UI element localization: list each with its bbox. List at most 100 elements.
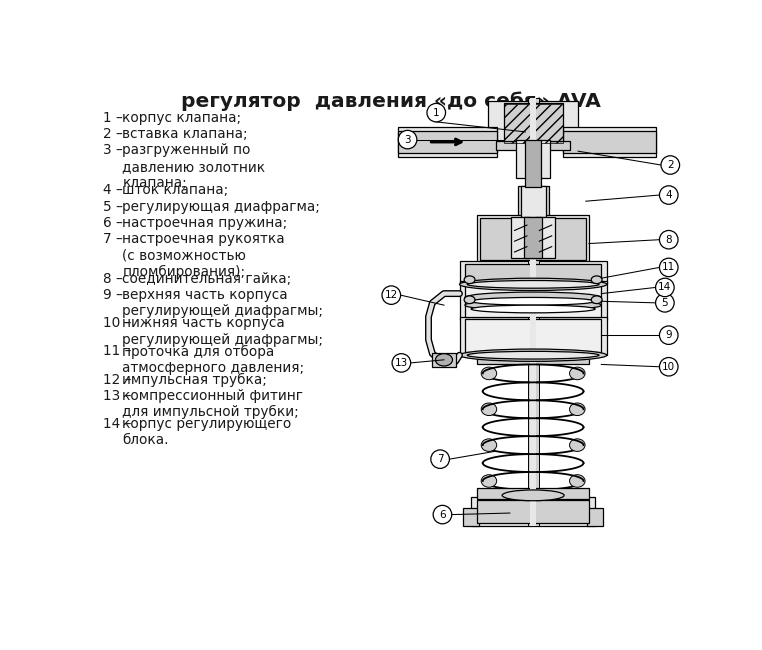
Circle shape (659, 358, 678, 376)
Text: 5: 5 (661, 298, 668, 308)
FancyBboxPatch shape (523, 216, 543, 258)
FancyBboxPatch shape (432, 353, 456, 367)
Ellipse shape (464, 296, 475, 304)
Text: вставка клапана;: вставка клапана; (123, 127, 248, 141)
Ellipse shape (569, 403, 585, 415)
Text: 1 –: 1 – (103, 111, 123, 125)
FancyBboxPatch shape (463, 508, 479, 526)
FancyBboxPatch shape (588, 508, 603, 526)
FancyBboxPatch shape (562, 131, 655, 153)
FancyBboxPatch shape (465, 319, 601, 352)
FancyBboxPatch shape (459, 261, 607, 284)
Text: корпус регулирующего
блока.: корпус регулирующего блока. (123, 417, 292, 447)
Text: 2: 2 (667, 160, 674, 170)
Text: 11: 11 (662, 263, 675, 272)
FancyBboxPatch shape (530, 98, 536, 526)
Circle shape (659, 186, 678, 204)
FancyBboxPatch shape (398, 127, 497, 157)
Circle shape (659, 258, 678, 277)
Ellipse shape (591, 276, 602, 283)
Text: 10 –: 10 – (103, 317, 131, 330)
Text: 6 –: 6 – (103, 216, 123, 230)
Text: проточка для отбора
атмосферного давления;: проточка для отбора атмосферного давлени… (123, 344, 305, 374)
Text: верхняя часть корпуса
регулирующей диафрагмы;: верхняя часть корпуса регулирующей диафр… (123, 288, 323, 318)
Text: 14 –: 14 – (103, 417, 131, 431)
Ellipse shape (435, 354, 453, 366)
Ellipse shape (465, 292, 601, 303)
Text: 10: 10 (662, 362, 675, 372)
Text: 9 –: 9 – (103, 288, 123, 302)
Text: 7 –: 7 – (103, 232, 123, 246)
FancyBboxPatch shape (477, 215, 589, 263)
FancyBboxPatch shape (398, 131, 497, 153)
FancyBboxPatch shape (459, 281, 607, 320)
Text: нижняя часть корпуса
регулирующей диафрагмы;: нижняя часть корпуса регулирующей диафра… (123, 317, 323, 346)
Text: соединительная гайка;: соединительная гайка; (123, 272, 292, 286)
FancyBboxPatch shape (504, 103, 562, 141)
Text: 11 –: 11 – (103, 344, 131, 358)
Text: 12: 12 (385, 290, 398, 300)
FancyBboxPatch shape (477, 500, 589, 523)
Circle shape (659, 231, 678, 249)
Ellipse shape (591, 296, 602, 304)
Circle shape (427, 103, 446, 122)
Ellipse shape (464, 276, 475, 283)
Text: настроечная пружина;: настроечная пружина; (123, 216, 287, 230)
Text: 9: 9 (665, 330, 672, 340)
Text: шток клапана;: шток клапана; (123, 183, 229, 198)
Text: 2 –: 2 – (103, 127, 123, 141)
Ellipse shape (481, 439, 497, 451)
Text: 6: 6 (439, 510, 446, 519)
Ellipse shape (481, 403, 497, 415)
Text: 13: 13 (395, 358, 408, 368)
Text: 3 –: 3 – (103, 144, 123, 157)
FancyBboxPatch shape (465, 263, 601, 282)
FancyBboxPatch shape (511, 216, 555, 258)
Text: корпус клапана;: корпус клапана; (123, 111, 242, 125)
Ellipse shape (459, 349, 607, 361)
Circle shape (433, 505, 452, 524)
Text: разгруженный по
давлению золотник
клапана;: разгруженный по давлению золотник клапан… (123, 144, 265, 190)
Circle shape (431, 450, 450, 469)
Ellipse shape (481, 367, 497, 380)
Text: 7: 7 (437, 454, 443, 464)
Ellipse shape (459, 278, 607, 291)
Text: импульсная трубка;: импульсная трубка; (123, 372, 267, 387)
Text: 8 –: 8 – (103, 272, 123, 286)
Text: 8: 8 (665, 235, 672, 244)
Text: компрессионный фитинг
для импульсной трубки;: компрессионный фитинг для импульсной тру… (123, 389, 303, 419)
Ellipse shape (467, 352, 599, 359)
Ellipse shape (502, 490, 564, 501)
Text: 14: 14 (658, 283, 671, 292)
Text: 5 –: 5 – (103, 200, 123, 214)
Ellipse shape (471, 298, 595, 305)
Text: 3: 3 (405, 135, 411, 144)
Ellipse shape (569, 439, 585, 451)
Circle shape (399, 131, 417, 149)
Circle shape (392, 354, 411, 372)
Ellipse shape (467, 281, 599, 288)
FancyBboxPatch shape (477, 488, 589, 499)
Text: 4 –: 4 – (103, 183, 123, 198)
Text: 1: 1 (433, 108, 440, 118)
Text: регулирующая диафрагма;: регулирующая диафрагма; (123, 200, 320, 214)
Text: 13 –: 13 – (103, 389, 131, 403)
Text: регулятор  давления «до себя» AVA: регулятор давления «до себя» AVA (181, 91, 600, 111)
Circle shape (655, 278, 674, 296)
FancyBboxPatch shape (517, 186, 549, 216)
FancyBboxPatch shape (516, 140, 550, 178)
FancyBboxPatch shape (459, 317, 607, 355)
FancyBboxPatch shape (477, 355, 589, 365)
Text: 4: 4 (665, 190, 672, 200)
FancyBboxPatch shape (496, 141, 570, 150)
FancyBboxPatch shape (471, 497, 595, 526)
FancyBboxPatch shape (488, 101, 578, 143)
Circle shape (661, 156, 680, 174)
Circle shape (659, 326, 678, 344)
Ellipse shape (481, 474, 497, 488)
FancyBboxPatch shape (520, 186, 546, 216)
Ellipse shape (465, 300, 601, 311)
Circle shape (382, 286, 401, 304)
FancyBboxPatch shape (480, 218, 586, 260)
Ellipse shape (471, 305, 595, 313)
